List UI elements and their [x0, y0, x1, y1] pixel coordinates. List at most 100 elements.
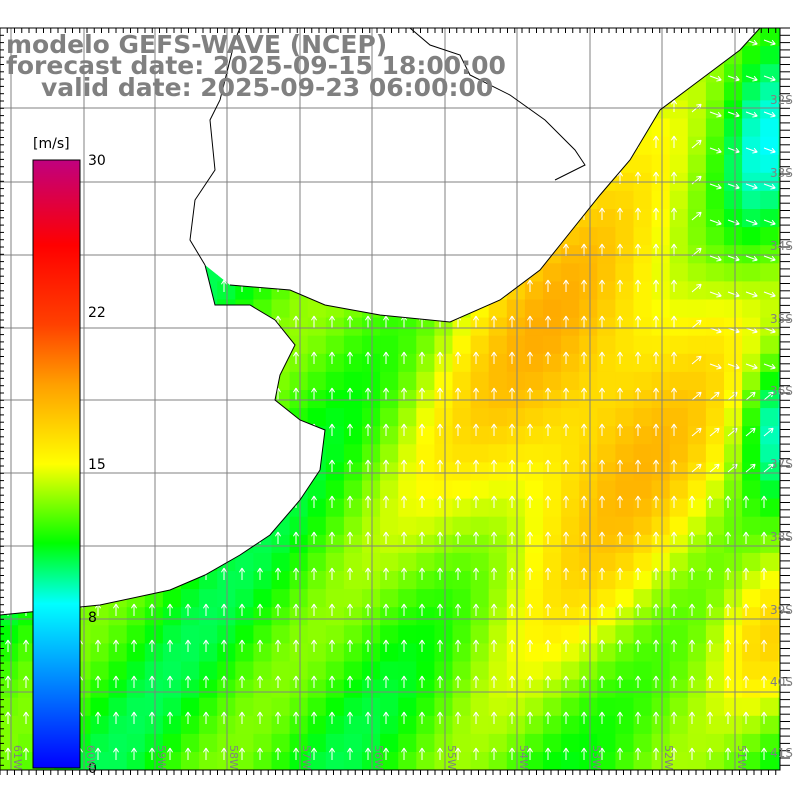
field-cell	[307, 281, 327, 301]
field-cell	[506, 335, 526, 355]
wind-arrow	[581, 63, 588, 77]
wind-arrow	[689, 711, 696, 725]
field-cell	[506, 263, 526, 282]
wind-arrow	[365, 135, 372, 149]
field-cell	[778, 534, 780, 554]
field-cell	[742, 100, 761, 120]
field-cell	[705, 299, 725, 319]
field-cell	[162, 100, 182, 120]
field-cell	[362, 516, 381, 536]
field-cell	[724, 118, 743, 138]
wind-arrow	[401, 639, 408, 653]
wind-arrow	[509, 675, 516, 689]
field-cell	[470, 444, 490, 463]
field-cell	[289, 444, 309, 463]
field-cell	[597, 317, 616, 337]
field-cell	[144, 697, 164, 717]
field-cell	[434, 190, 454, 210]
wind-arrow	[437, 495, 444, 509]
field-cell	[289, 607, 309, 626]
field-cell	[307, 100, 327, 120]
wind-arrow	[473, 423, 480, 437]
wind-arrow	[347, 387, 354, 401]
field-cell	[470, 281, 490, 301]
field-cell	[0, 462, 19, 482]
wind-arrow	[221, 135, 228, 149]
field-cell	[615, 498, 635, 518]
field-cell	[561, 733, 580, 753]
field-cell	[162, 408, 182, 427]
field-cell	[506, 516, 526, 536]
wind-arrow	[509, 459, 516, 473]
field-cell	[452, 498, 472, 518]
field-cell	[615, 335, 635, 355]
wind-arrow	[257, 423, 264, 437]
field-cell	[470, 28, 490, 47]
field-cell	[488, 408, 508, 427]
wind-arrow	[527, 423, 534, 437]
field-cell	[144, 643, 164, 663]
field-cell	[452, 444, 472, 463]
wind-arrow	[203, 675, 210, 689]
field-cell	[687, 462, 707, 482]
field-cell	[506, 661, 526, 681]
field-cell	[253, 390, 273, 409]
wind-arrow	[293, 567, 300, 581]
wind-arrow	[167, 135, 174, 149]
field-cell	[651, 480, 671, 500]
field-cell	[597, 408, 616, 427]
field-cell	[398, 589, 417, 608]
wind-arrow	[347, 279, 354, 293]
longitude-label: 57W	[300, 745, 313, 770]
field-cell	[289, 426, 309, 445]
wind-arrow	[689, 531, 696, 545]
wind-arrow	[763, 147, 776, 154]
field-cell	[452, 118, 472, 138]
field-cell	[380, 589, 399, 608]
field-cell	[199, 625, 218, 644]
field-cell	[669, 353, 689, 373]
field-cell	[380, 462, 399, 482]
field-cell	[488, 299, 508, 319]
wind-arrow	[545, 28, 552, 41]
wind-arrow	[311, 459, 318, 473]
field-cell	[235, 534, 254, 554]
field-cell	[307, 299, 327, 319]
field-cell	[760, 444, 779, 463]
wind-arrow	[599, 675, 606, 689]
wind-arrow	[257, 315, 264, 329]
wind-arrow	[23, 243, 30, 257]
wind-arrow	[491, 603, 498, 617]
field-cell	[253, 625, 273, 644]
field-cell	[235, 371, 254, 391]
wind-arrow	[743, 495, 750, 509]
wind-arrow	[617, 459, 624, 473]
field-cell	[271, 444, 291, 463]
field-cell	[506, 534, 526, 554]
field-cell	[524, 426, 544, 445]
field-cell	[615, 607, 635, 626]
field-cell	[742, 390, 761, 409]
field-cell	[506, 118, 526, 138]
field-cell	[126, 643, 146, 663]
field-cell	[579, 118, 598, 138]
wind-arrow	[401, 567, 408, 581]
field-cell	[561, 480, 580, 500]
wind-arrow	[671, 675, 678, 689]
wind-arrow	[329, 531, 336, 545]
field-cell	[325, 643, 345, 663]
wind-arrow	[419, 207, 426, 221]
wind-arrow	[113, 747, 120, 761]
field-cell	[271, 281, 291, 301]
field-cell	[524, 299, 544, 319]
field-cell	[162, 589, 182, 608]
wind-arrow	[329, 135, 336, 149]
field-cell	[343, 444, 363, 463]
wind-arrow	[275, 531, 282, 545]
field-cell	[108, 100, 128, 120]
field-cell	[651, 715, 671, 735]
field-cell	[669, 227, 689, 246]
field-cell	[742, 516, 761, 536]
field-cell	[343, 498, 363, 518]
field-cell	[343, 697, 363, 717]
